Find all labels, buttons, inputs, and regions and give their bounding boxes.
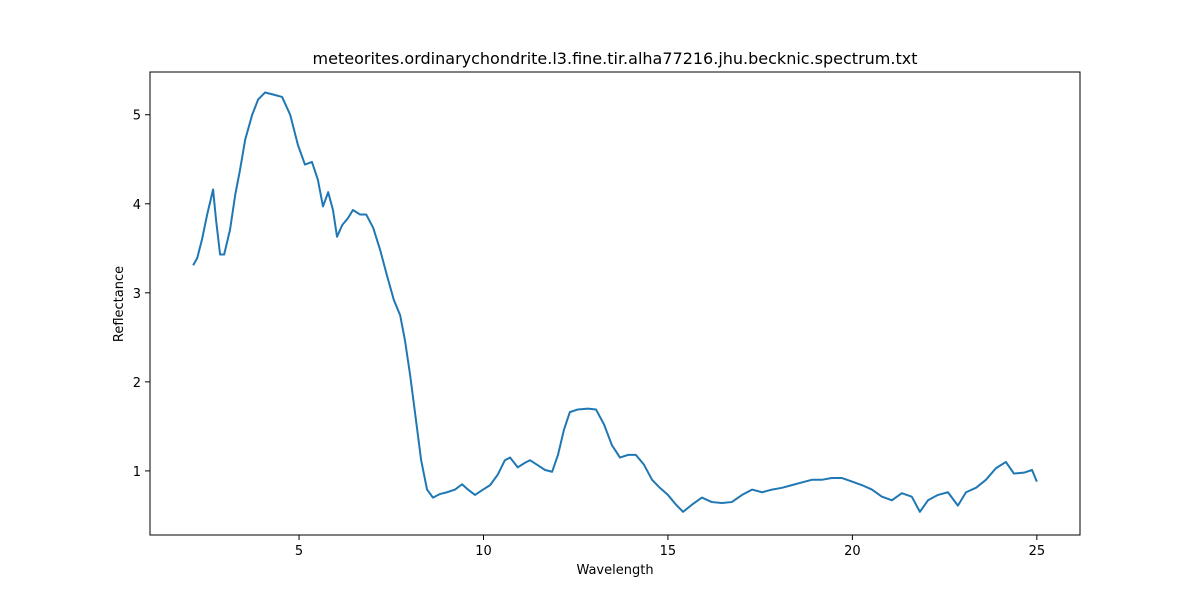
y-tick-label: 3 bbox=[133, 287, 141, 302]
line-series bbox=[192, 91, 1038, 513]
x-tick-label: 20 bbox=[844, 544, 861, 559]
x-tick-label: 10 bbox=[475, 544, 492, 559]
x-tick-label: 5 bbox=[295, 544, 303, 559]
y-axis-label: Reflectance bbox=[112, 266, 127, 342]
chart-title: meteorites.ordinarychondrite.l3.fine.tir… bbox=[313, 49, 918, 68]
y-tick-label: 1 bbox=[133, 465, 141, 480]
x-tick-label: 15 bbox=[660, 544, 677, 559]
y-tick-label: 4 bbox=[133, 198, 141, 213]
y-tick-label: 5 bbox=[133, 109, 141, 124]
x-tick-label: 25 bbox=[1029, 544, 1046, 559]
plot-frame bbox=[149, 71, 1081, 536]
x-axis-label: Wavelength bbox=[576, 563, 653, 578]
y-tick-label: 2 bbox=[133, 376, 141, 391]
